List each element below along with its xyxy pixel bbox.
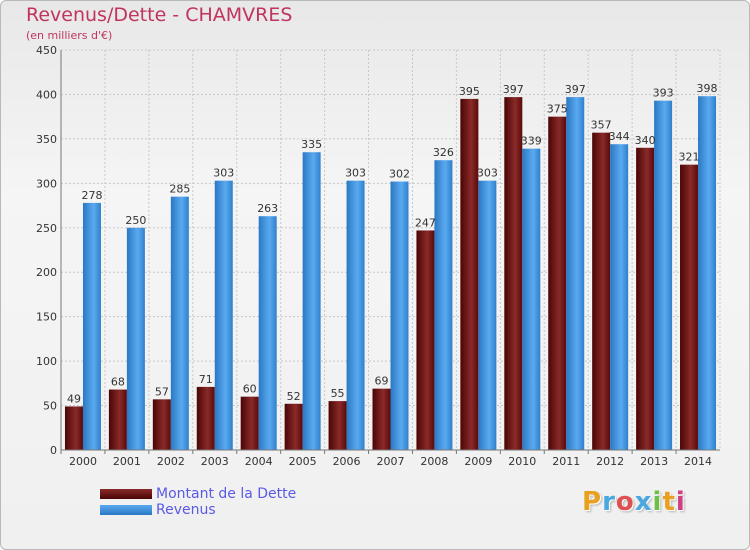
legend-label-dette: Montant de la Dette xyxy=(156,486,297,502)
x-tick-label: 2011 xyxy=(552,455,580,468)
revenus-bar xyxy=(434,160,453,450)
axis-layer: 0 50 100 150 200 250 300 350 400 450 2000 2001 2002 2… xyxy=(36,44,720,468)
data-label: 321 xyxy=(679,151,700,164)
dette-bar xyxy=(592,132,611,450)
x-tick-label: 2000 xyxy=(69,455,97,468)
data-label: 303 xyxy=(345,167,366,180)
data-label: 393 xyxy=(653,87,674,100)
revenus-bar xyxy=(610,144,629,450)
data-label: 326 xyxy=(433,146,454,159)
legend: Montant de la Dette Revenus xyxy=(100,486,296,518)
revenus-bar xyxy=(566,97,585,450)
data-label: 397 xyxy=(565,83,586,96)
data-label: 263 xyxy=(257,202,278,215)
y-tick-label: 450 xyxy=(36,44,57,57)
dette-bar xyxy=(152,399,171,450)
revenus-bar xyxy=(302,152,321,450)
data-label: 247 xyxy=(415,216,436,229)
data-label: 335 xyxy=(301,138,322,151)
data-label: 340 xyxy=(635,134,656,147)
x-tick-label: 2012 xyxy=(596,455,624,468)
dette-bar xyxy=(240,396,259,450)
data-label: 68 xyxy=(111,376,125,389)
data-label: 303 xyxy=(213,167,234,180)
y-tick-label: 300 xyxy=(36,177,57,190)
revenus-bar xyxy=(126,227,145,450)
x-tick-label: 2003 xyxy=(201,455,229,468)
chart-title: Revenus/Dette - CHAMVRES xyxy=(26,4,293,26)
dette-bar xyxy=(372,388,391,450)
y-tick-label: 400 xyxy=(36,88,57,101)
dette-bar xyxy=(108,389,127,450)
data-label: 375 xyxy=(547,103,568,116)
x-tick-label: 2002 xyxy=(157,455,185,468)
y-tick-label: 350 xyxy=(36,133,57,146)
dette-bar xyxy=(460,98,479,450)
y-tick-label: 0 xyxy=(50,444,57,457)
dette-bar xyxy=(504,97,523,450)
x-tick-label: 2008 xyxy=(420,455,448,468)
chart-subtitle: (en milliers d'€) xyxy=(26,29,113,42)
proxiti-logo: Proxiti xyxy=(582,487,686,517)
x-tick-label: 2009 xyxy=(464,455,492,468)
data-label: 395 xyxy=(459,85,480,98)
revenus-bar xyxy=(346,180,365,450)
data-label: 69 xyxy=(375,375,389,388)
revenus-bar xyxy=(478,180,497,450)
dette-bar xyxy=(64,406,83,450)
legend-item-dette: Montant de la Dette xyxy=(100,486,296,502)
revenus-bar xyxy=(82,202,101,450)
x-tick-label: 2014 xyxy=(684,455,712,468)
x-tick-label: 2004 xyxy=(245,455,273,468)
legend-swatch-revenus xyxy=(100,505,152,515)
data-label: 344 xyxy=(609,130,630,143)
legend-label-revenus: Revenus xyxy=(156,502,216,518)
data-label: 52 xyxy=(287,390,301,403)
data-label: 57 xyxy=(155,385,169,398)
x-tick-label: 2006 xyxy=(333,455,361,468)
bars-layer xyxy=(64,96,717,451)
data-label: 397 xyxy=(503,83,524,96)
dette-bar xyxy=(548,116,567,451)
y-tick-label: 200 xyxy=(36,266,57,279)
revenus-bar xyxy=(522,148,541,450)
data-label: 285 xyxy=(169,183,190,196)
data-label: 55 xyxy=(331,387,345,400)
x-tick-label: 2010 xyxy=(508,455,536,468)
data-label: 250 xyxy=(125,214,146,227)
x-tick-label: 2013 xyxy=(640,455,668,468)
data-label: 60 xyxy=(243,383,257,396)
y-tick-label: 100 xyxy=(36,355,57,368)
revenus-bar xyxy=(698,96,717,450)
legend-swatch-dette xyxy=(100,489,152,499)
data-label: 398 xyxy=(697,82,718,95)
dette-bar xyxy=(416,230,435,450)
labels-layer: 49 278 68 250 57 285 71 303 60 263 52 335 55 303 69 302… xyxy=(67,82,718,405)
revenus-bar xyxy=(390,181,409,451)
dette-bar xyxy=(328,401,347,450)
legend-item-revenus: Revenus xyxy=(100,502,296,518)
data-label: 302 xyxy=(389,168,410,181)
dette-bar xyxy=(680,164,699,450)
data-label: 357 xyxy=(591,119,612,132)
dette-bar xyxy=(284,403,303,450)
y-tick-label: 250 xyxy=(36,222,57,235)
data-label: 339 xyxy=(521,135,542,148)
data-label: 278 xyxy=(81,189,102,202)
data-label: 71 xyxy=(199,373,213,386)
dette-bar xyxy=(636,147,655,450)
x-tick-label: 2005 xyxy=(289,455,317,468)
y-tick-label: 50 xyxy=(43,400,57,413)
revenus-bar xyxy=(214,180,233,450)
y-tick-label: 150 xyxy=(36,311,57,324)
data-label: 49 xyxy=(67,392,81,405)
dette-bar xyxy=(196,386,215,450)
data-label: 303 xyxy=(477,167,498,180)
revenus-bar xyxy=(170,196,189,450)
x-tick-label: 2007 xyxy=(377,455,405,468)
revenus-bar xyxy=(654,100,673,451)
revenus-bar xyxy=(258,216,277,450)
x-tick-label: 2001 xyxy=(113,455,141,468)
